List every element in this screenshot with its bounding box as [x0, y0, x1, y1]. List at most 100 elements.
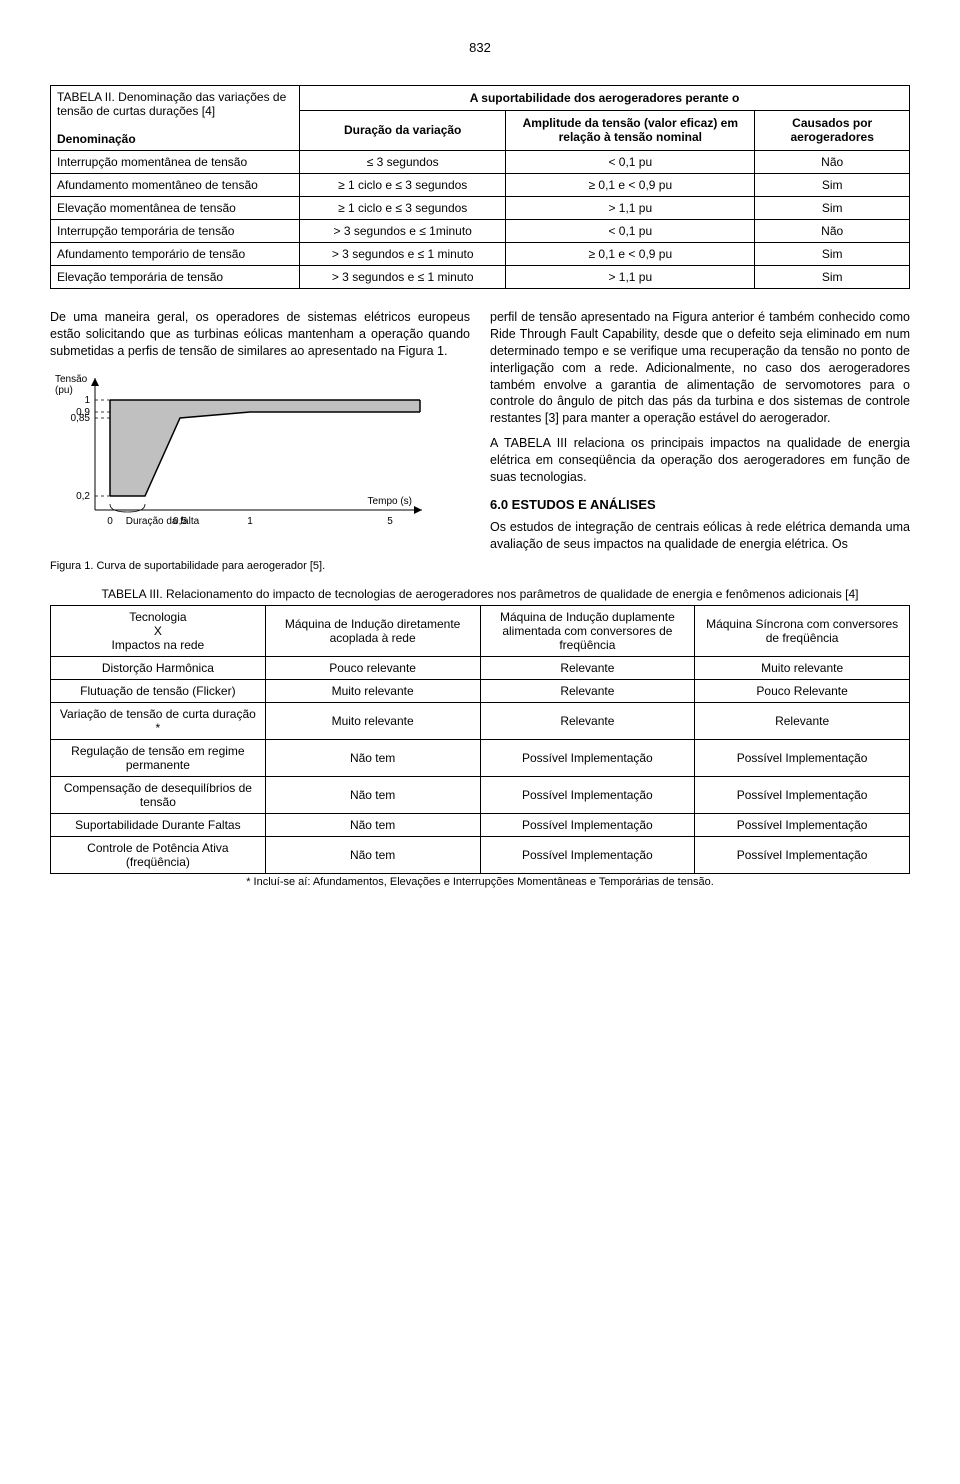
cell: Possível Implementação — [480, 837, 695, 874]
table2-col4-label: Causados por aerogeradores — [755, 110, 910, 150]
cell: Relevante — [695, 703, 910, 740]
cell: > 3 segundos e ≤ 1 minuto — [300, 243, 506, 266]
svg-text:Tempo (s): Tempo (s) — [368, 496, 412, 507]
cell: Não tem — [265, 740, 480, 777]
cell: Não tem — [265, 777, 480, 814]
cell: Elevação momentânea de tensão — [51, 197, 300, 220]
svg-text:5: 5 — [387, 516, 393, 527]
cell: Possível Implementação — [695, 814, 910, 837]
cell: < 0,1 pu — [506, 220, 755, 243]
cell: Regulação de tensão em regime permanente — [51, 740, 266, 777]
table2-col3-label: Amplitude da tensão (valor eficaz) em re… — [506, 110, 755, 150]
cell: Interrupção temporária de tensão — [51, 220, 300, 243]
cell: Relevante — [480, 680, 695, 703]
cell: Flutuação de tensão (Flicker) — [51, 680, 266, 703]
table-3-wrap: TABELA III. Relacionamento do impacto de… — [50, 587, 910, 888]
table-row: Afundamento momentâneo de tensão ≥ 1 cic… — [51, 174, 910, 197]
cell: Afundamento temporário de tensão — [51, 243, 300, 266]
cell: > 3 segundos e ≤ 1 minuto — [300, 266, 506, 289]
cell: Sim — [755, 266, 910, 289]
cell: Possível Implementação — [480, 777, 695, 814]
cell: Não — [755, 151, 910, 174]
cell: Muito relevante — [265, 703, 480, 740]
cell: Muito relevante — [695, 657, 910, 680]
svg-text:Duração da falta: Duração da falta — [126, 516, 200, 527]
figure-1: 10,90,850,200,515Tensão(pu)Tempo (s)Dura… — [50, 370, 470, 574]
cell: > 3 segundos e ≤ 1minuto — [300, 220, 506, 243]
cell: Sim — [755, 243, 910, 266]
page-number: 832 — [50, 40, 910, 55]
svg-text:Tensão: Tensão — [55, 374, 88, 385]
left-column: De uma maneira geral, os operadores de s… — [50, 309, 470, 573]
cell: Não — [755, 220, 910, 243]
cell: ≥ 1 ciclo e ≤ 3 segundos — [300, 174, 506, 197]
paragraph-left: De uma maneira geral, os operadores de s… — [50, 309, 470, 360]
figure-1-svg: 10,90,850,200,515Tensão(pu)Tempo (s)Dura… — [50, 370, 430, 550]
svg-text:1: 1 — [247, 516, 253, 527]
cell: Não tem — [265, 814, 480, 837]
two-column-section: De uma maneira geral, os operadores de s… — [50, 309, 910, 573]
cell: Distorção Harmônica — [51, 657, 266, 680]
svg-text:1: 1 — [84, 395, 90, 406]
svg-text:(pu): (pu) — [55, 385, 73, 396]
table-row: Controle de Potência Ativa (freqüência)N… — [51, 837, 910, 874]
table-row: Afundamento temporário de tensão > 3 seg… — [51, 243, 910, 266]
svg-text:0: 0 — [107, 516, 113, 527]
table-row: Flutuação de tensão (Flicker)Muito relev… — [51, 680, 910, 703]
cell: Possível Implementação — [695, 740, 910, 777]
table-row: Distorção HarmônicaPouco relevanteReleva… — [51, 657, 910, 680]
figure-1-caption: Figura 1. Curva de suportabilidade para … — [50, 559, 470, 574]
table-row: Variação de tensão de curta duração *Mui… — [51, 703, 910, 740]
cell: Não tem — [265, 837, 480, 874]
table-3: Tecnologia X Impactos na rede Máquina de… — [50, 605, 910, 874]
cell: Controle de Potência Ativa (freqüência) — [51, 837, 266, 874]
right-column: perfil de tensão apresentado na Figura a… — [490, 309, 910, 553]
table2-merge-top: A suportabilidade dos aerogeradores pera… — [300, 86, 910, 111]
table-2: TABELA II. Denominação das variações de … — [50, 85, 910, 289]
table3-col2-header: Máquina de Indução diretamente acoplada … — [265, 606, 480, 657]
table2-header-col1: TABELA II. Denominação das variações de … — [51, 86, 300, 151]
table-row: Interrupção temporária de tensão > 3 seg… — [51, 220, 910, 243]
table-row: Elevação temporária de tensão > 3 segund… — [51, 266, 910, 289]
table-row: Suportabilidade Durante FaltasNão temPos… — [51, 814, 910, 837]
cell: Pouco Relevante — [695, 680, 910, 703]
cell: Pouco relevante — [265, 657, 480, 680]
cell: Sim — [755, 197, 910, 220]
table-3-footnote: * Incluí-se aí: Afundamentos, Elevações … — [50, 876, 910, 888]
paragraph-right-1: perfil de tensão apresentado na Figura a… — [490, 309, 910, 427]
table-row: Elevação momentânea de tensão ≥ 1 ciclo … — [51, 197, 910, 220]
cell: ≤ 3 segundos — [300, 151, 506, 174]
cell: Variação de tensão de curta duração * — [51, 703, 266, 740]
cell: Suportabilidade Durante Faltas — [51, 814, 266, 837]
cell: ≥ 1 ciclo e ≤ 3 segundos — [300, 197, 506, 220]
table3-col3-header: Máquina de Indução duplamente alimentada… — [480, 606, 695, 657]
cell: Compensação de desequilíbrios de tensão — [51, 777, 266, 814]
table3-col4-header: Máquina Síncrona com conversores de freq… — [695, 606, 910, 657]
table2-title-prefix: TABELA II. — [57, 90, 115, 104]
table3-col1-header: Tecnologia X Impactos na rede — [51, 606, 266, 657]
table2-col2-label: Duração da variação — [300, 110, 506, 150]
cell: Possível Implementação — [695, 837, 910, 874]
cell: > 1,1 pu — [506, 197, 755, 220]
table-3-title: TABELA III. Relacionamento do impacto de… — [50, 587, 910, 601]
cell: Relevante — [480, 657, 695, 680]
cell: Muito relevante — [265, 680, 480, 703]
table2-col1-label: Denominação — [57, 132, 136, 146]
cell: Relevante — [480, 703, 695, 740]
paragraph-right-3: Os estudos de integração de centrais eól… — [490, 519, 910, 553]
cell: ≥ 0,1 e < 0,9 pu — [506, 174, 755, 197]
cell: ≥ 0,1 e < 0,9 pu — [506, 243, 755, 266]
cell: Sim — [755, 174, 910, 197]
paragraph-right-2: A TABELA III relaciona os principais imp… — [490, 435, 910, 486]
cell: Possível Implementação — [480, 814, 695, 837]
cell: Possível Implementação — [695, 777, 910, 814]
table-row: Regulação de tensão em regime permanente… — [51, 740, 910, 777]
cell: Interrupção momentânea de tensão — [51, 151, 300, 174]
cell: Afundamento momentâneo de tensão — [51, 174, 300, 197]
table-row: Compensação de desequilíbrios de tensãoN… — [51, 777, 910, 814]
cell: Possível Implementação — [480, 740, 695, 777]
svg-text:0,2: 0,2 — [76, 491, 90, 502]
cell: > 1,1 pu — [506, 266, 755, 289]
svg-text:0,85: 0,85 — [71, 413, 91, 424]
cell: Elevação temporária de tensão — [51, 266, 300, 289]
